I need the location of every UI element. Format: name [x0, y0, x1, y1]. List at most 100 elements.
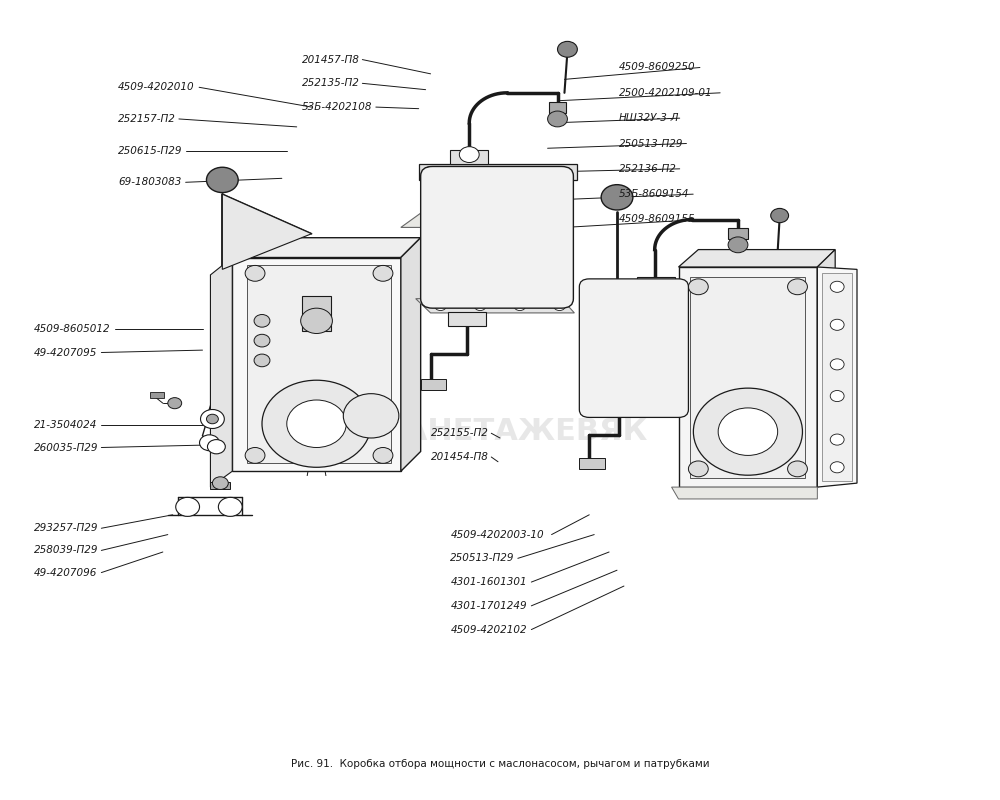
Circle shape: [254, 354, 270, 366]
Circle shape: [548, 111, 567, 127]
Circle shape: [343, 394, 399, 438]
Text: 49-4207096: 49-4207096: [34, 567, 97, 578]
Circle shape: [589, 315, 605, 328]
Circle shape: [788, 279, 807, 294]
Circle shape: [207, 439, 225, 454]
Text: 53Б-8609154: 53Б-8609154: [619, 189, 690, 199]
Circle shape: [373, 447, 393, 463]
Circle shape: [830, 390, 844, 402]
Circle shape: [553, 166, 566, 178]
Text: 4509-8609250: 4509-8609250: [619, 62, 696, 73]
Bar: [150, 392, 164, 398]
Circle shape: [245, 266, 265, 282]
Text: НШ32У-3-Л: НШ32У-3-Л: [619, 113, 679, 123]
Circle shape: [459, 146, 479, 162]
Text: 4509-4202010: 4509-4202010: [118, 82, 195, 92]
Circle shape: [429, 262, 442, 273]
Text: 4509-8609155: 4509-8609155: [619, 214, 696, 225]
Text: 252136-П2: 252136-П2: [619, 164, 677, 174]
Polygon shape: [222, 194, 312, 270]
Bar: [210, 482, 230, 490]
Circle shape: [830, 282, 844, 292]
Polygon shape: [679, 250, 835, 267]
Polygon shape: [416, 298, 574, 313]
Circle shape: [555, 197, 568, 208]
Polygon shape: [672, 487, 817, 499]
Circle shape: [555, 262, 568, 273]
Circle shape: [555, 278, 568, 288]
Circle shape: [245, 447, 265, 463]
Circle shape: [527, 200, 545, 214]
Polygon shape: [401, 206, 530, 227]
Circle shape: [474, 301, 486, 310]
Bar: [637, 277, 675, 289]
Text: 4301-1601301: 4301-1601301: [450, 577, 527, 587]
Text: 53Б-4202108: 53Б-4202108: [302, 102, 372, 112]
Text: 250615-П29: 250615-П29: [118, 146, 183, 156]
Circle shape: [514, 301, 526, 310]
Circle shape: [206, 414, 218, 424]
Text: 4509-4202003-10: 4509-4202003-10: [450, 530, 544, 539]
Polygon shape: [247, 266, 391, 463]
Bar: [822, 274, 852, 481]
Circle shape: [218, 498, 242, 516]
Polygon shape: [817, 250, 835, 487]
Circle shape: [301, 308, 332, 334]
Circle shape: [450, 262, 467, 276]
Circle shape: [771, 209, 789, 222]
Text: 21-3504024: 21-3504024: [34, 420, 97, 430]
Text: 250513-П29: 250513-П29: [619, 138, 684, 149]
Text: 252157-П2: 252157-П2: [118, 114, 176, 124]
Text: 4509-4202102: 4509-4202102: [450, 625, 527, 634]
Text: 252135-П2: 252135-П2: [302, 78, 360, 88]
Polygon shape: [679, 267, 817, 487]
Circle shape: [527, 262, 545, 276]
Polygon shape: [210, 258, 232, 487]
Circle shape: [830, 319, 844, 330]
Circle shape: [206, 167, 238, 193]
Circle shape: [616, 337, 652, 365]
Circle shape: [662, 315, 678, 328]
Circle shape: [693, 388, 802, 475]
Polygon shape: [690, 278, 805, 478]
Circle shape: [424, 166, 438, 178]
Circle shape: [728, 237, 748, 253]
Polygon shape: [232, 238, 421, 258]
Circle shape: [555, 181, 568, 192]
Text: 258039-П29: 258039-П29: [34, 546, 98, 555]
Bar: [579, 458, 605, 469]
Bar: [448, 312, 486, 326]
Polygon shape: [232, 258, 401, 471]
FancyBboxPatch shape: [579, 279, 688, 418]
FancyBboxPatch shape: [421, 166, 573, 308]
Bar: [421, 378, 446, 390]
Circle shape: [688, 279, 708, 294]
Circle shape: [523, 166, 537, 178]
Circle shape: [830, 462, 844, 473]
Circle shape: [262, 380, 371, 467]
Bar: [302, 295, 331, 331]
Text: ПЛАНЕТАЖЕВЯК: ПЛАНЕТАЖЕВЯК: [353, 417, 647, 446]
Circle shape: [601, 185, 633, 210]
Circle shape: [688, 461, 708, 477]
Circle shape: [200, 435, 219, 450]
Circle shape: [254, 334, 270, 347]
Circle shape: [662, 374, 678, 386]
Circle shape: [287, 400, 346, 447]
Text: 260035-П29: 260035-П29: [34, 442, 98, 453]
Circle shape: [788, 461, 807, 477]
Circle shape: [201, 410, 224, 429]
Circle shape: [429, 181, 442, 192]
Polygon shape: [817, 267, 857, 487]
Text: 49-4207095: 49-4207095: [34, 347, 97, 358]
Text: 4509-8605012: 4509-8605012: [34, 324, 111, 334]
Polygon shape: [401, 238, 421, 471]
Text: 201457-П8: 201457-П8: [302, 54, 360, 65]
Circle shape: [435, 301, 446, 310]
Bar: [728, 228, 748, 239]
Circle shape: [483, 166, 497, 178]
Polygon shape: [419, 164, 577, 180]
Bar: [450, 150, 488, 164]
Circle shape: [602, 326, 666, 376]
Text: 252155-П2: 252155-П2: [431, 428, 488, 438]
